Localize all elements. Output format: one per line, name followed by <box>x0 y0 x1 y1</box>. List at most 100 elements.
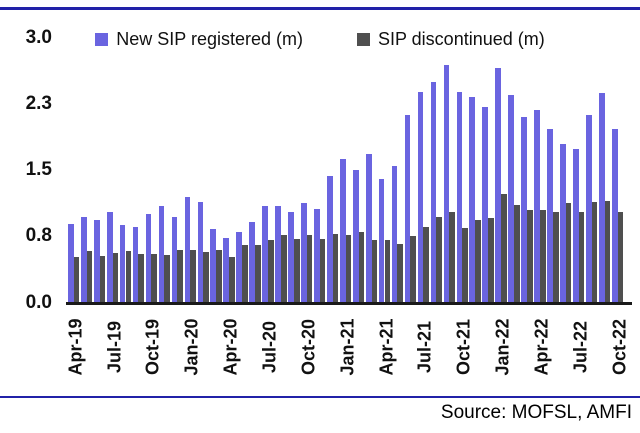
x-axis-tick-label: Jul-19 <box>104 320 125 374</box>
bar-new-sip-Oct-20 <box>301 202 307 303</box>
source-attribution: Source: MOFSL, AMFI <box>440 402 632 423</box>
bar-new-sip-May-22 <box>547 128 553 303</box>
bar-new-sip-Aug-20 <box>275 206 281 303</box>
y-axis-tick-label: 3.0 <box>25 26 52 48</box>
bar-new-sip-Sep-19 <box>132 226 139 303</box>
bar-new-sip-Nov-20 <box>314 208 320 303</box>
bar-sip-discontinued-Sep-20 <box>293 238 300 303</box>
chart-legend: New SIP registered (m) SIP discontinued … <box>0 26 640 52</box>
bar-sip-discontinued-Aug-20 <box>280 235 287 303</box>
bar-new-sip-May-21 <box>391 165 398 303</box>
bar-new-sip-Sep-20 <box>288 211 294 303</box>
bar-sip-discontinued-Mar-20 <box>216 249 222 303</box>
bar-sip-discontinued-May-21 <box>397 244 404 303</box>
bar-new-sip-Feb-21 <box>352 170 359 303</box>
bar-sip-discontinued-Sep-22 <box>604 200 611 303</box>
x-axis-tick-label: Apr-20 <box>220 318 241 376</box>
bar-sip-discontinued-Oct-19 <box>151 253 158 303</box>
top-border-rule <box>0 7 640 10</box>
x-axis-tick-label: Oct-19 <box>142 318 163 376</box>
bar-sip-discontinued-May-22 <box>552 211 559 303</box>
bar-sip-discontinued-Aug-19 <box>125 251 132 303</box>
bar-new-sip-Jan-21 <box>339 159 346 303</box>
x-axis-tick-label: Apr-19 <box>65 318 86 376</box>
bar-sip-discontinued-Jun-20 <box>255 245 261 303</box>
bar-sip-discontinued-Nov-20 <box>319 238 326 303</box>
x-axis-tick-label: Jul-21 <box>414 320 435 374</box>
y-axis-tick-label: 2.3 <box>25 92 52 114</box>
bar-sip-discontinued-Apr-21 <box>384 239 391 303</box>
bar-new-sip-Dec-19 <box>171 216 178 303</box>
x-axis-tick-label: Apr-21 <box>376 318 396 376</box>
bar-sip-discontinued-Oct-21 <box>462 228 468 303</box>
bar-new-sip-Jun-20 <box>249 222 255 303</box>
bar-new-sip-Oct-19 <box>145 214 152 303</box>
bar-sip-discontinued-Jun-21 <box>410 236 417 303</box>
bar-new-sip-Feb-20 <box>197 201 204 303</box>
bar-sip-discontinued-Jun-19 <box>99 255 106 303</box>
bar-new-sip-Dec-20 <box>327 176 333 303</box>
bar-sip-discontinued-Mar-21 <box>371 239 378 303</box>
x-axis-tick-label: Oct-22 <box>609 318 630 376</box>
bar-sip-discontinued-Jul-20 <box>267 239 274 303</box>
bar-sip-discontinued-Jan-21 <box>345 235 352 303</box>
bar-sip-discontinued-Feb-21 <box>358 231 365 303</box>
bar-sip-discontinued-Dec-20 <box>332 233 339 303</box>
bar-new-sip-Dec-21 <box>482 107 489 303</box>
bar-sip-discontinued-Dec-19 <box>177 250 183 303</box>
bar-sip-discontinued-Oct-20 <box>306 234 313 303</box>
bar-new-sip-Apr-19 <box>68 223 74 303</box>
bar-sip-discontinued-Jul-21 <box>423 227 430 303</box>
bar-new-sip-Apr-20 <box>223 238 230 303</box>
x-axis-tick-label: Jan-20 <box>181 318 202 376</box>
x-axis-tick-label: Jan-22 <box>492 318 513 376</box>
bar-sip-discontinued-Jul-22 <box>578 211 585 303</box>
bar-sip-discontinued-May-20 <box>242 245 248 303</box>
bar-new-sip-Aug-19 <box>119 224 126 303</box>
bar-new-sip-Jul-21 <box>417 92 424 303</box>
bar-sip-discontinued-Dec-21 <box>488 217 494 303</box>
bar-sip-discontinued-Aug-22 <box>591 201 598 303</box>
bar-new-sip-Jan-20 <box>184 196 191 303</box>
bar-new-sip-Nov-19 <box>158 206 165 303</box>
legend-label-new-sip: New SIP registered (m) <box>116 28 303 49</box>
bar-new-sip-May-20 <box>236 231 243 303</box>
bar-new-sip-Jul-20 <box>262 206 268 303</box>
y-axis-tick-label: 0.0 <box>25 291 52 313</box>
x-axis-tick-label: Oct-20 <box>298 318 319 376</box>
bar-sip-discontinued-Nov-21 <box>475 220 481 303</box>
bar-sip-discontinued-Jul-19 <box>112 253 119 303</box>
legend-item-new-sip: New SIP registered (m) <box>95 29 303 50</box>
x-axis-tick-label: Jul-22 <box>570 320 591 374</box>
bar-new-sip-Nov-21 <box>469 96 476 303</box>
bottom-border-rule <box>0 396 640 398</box>
bar-new-sip-Sep-22 <box>598 93 605 303</box>
x-axis-tick-label: Jan-21 <box>337 318 358 376</box>
bar-sip-discontinued-Apr-20 <box>229 256 235 303</box>
bar-new-sip-Oct-22 <box>611 128 618 303</box>
y-axis-tick-label: 0.8 <box>25 225 52 247</box>
bar-sip-discontinued-Sep-21 <box>449 212 455 303</box>
legend-swatch-sip-discontinued-icon <box>356 32 370 46</box>
x-axis-tick-label: Oct-21 <box>453 318 474 376</box>
bar-sip-discontinued-Nov-19 <box>164 254 171 303</box>
bar-new-sip-Mar-22 <box>521 117 527 303</box>
bar-new-sip-Feb-22 <box>508 94 514 303</box>
bar-sip-discontinued-Feb-22 <box>514 205 520 303</box>
bar-new-sip-Mar-21 <box>365 154 372 303</box>
x-axis-line <box>66 302 632 305</box>
bar-new-sip-Jun-22 <box>560 143 566 303</box>
bar-new-sip-Oct-21 <box>456 92 463 303</box>
bar-sip-discontinued-Apr-19 <box>73 256 80 303</box>
bar-sip-discontinued-Oct-22 <box>617 212 624 303</box>
bar-new-sip-Aug-21 <box>430 81 437 303</box>
bar-new-sip-Mar-20 <box>210 229 217 303</box>
bar-sip-discontinued-Apr-22 <box>539 209 546 303</box>
y-axis-tick-label: 1.5 <box>25 159 52 181</box>
bar-sip-discontinued-Mar-22 <box>526 209 533 303</box>
bar-sip-discontinued-Aug-21 <box>436 216 442 303</box>
bar-new-sip-Jun-19 <box>93 220 100 303</box>
bar-sip-discontinued-Jan-20 <box>190 249 196 303</box>
